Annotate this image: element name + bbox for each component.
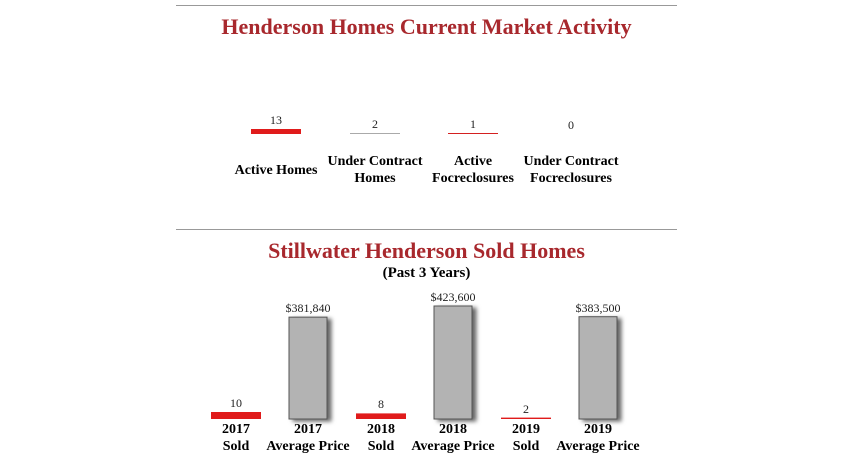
x-year-label: 2018 <box>367 422 395 437</box>
bar <box>251 129 301 134</box>
bar <box>448 133 498 134</box>
category-label: Under Contract Homes <box>327 154 423 186</box>
bar <box>501 417 551 419</box>
x-series-label: Sold <box>512 439 540 454</box>
value-label: 2 <box>372 117 378 131</box>
bar <box>288 316 328 420</box>
x-year-label: 2017 <box>294 422 322 437</box>
bar <box>211 412 261 419</box>
value-label: 2 <box>523 401 529 416</box>
value-label: $383,500 <box>575 300 621 315</box>
x-series-label: Sold <box>367 439 395 454</box>
value-label: $381,840 <box>285 301 331 316</box>
value-label: 13 <box>270 113 282 127</box>
bar <box>350 133 400 134</box>
x-year-label: 2017 <box>222 422 250 437</box>
chart-title: Stillwater Henderson Sold Homes <box>268 238 585 263</box>
bar <box>356 413 406 419</box>
value-label: 10 <box>230 396 242 410</box>
chart-subtitle: (Past 3 Years) <box>382 265 471 281</box>
value-label: 1 <box>470 117 476 131</box>
x-series-label: Average Price <box>266 439 350 454</box>
x-year-label: 2019 <box>584 422 612 437</box>
value-label: $423,600 <box>430 290 476 304</box>
category-label: Under Contract Focreclosures <box>523 154 619 186</box>
value-label: 0 <box>568 118 574 132</box>
category-label: Active Focreclosures <box>432 154 514 186</box>
x-series-label: Average Price <box>556 439 640 454</box>
bar <box>578 316 618 420</box>
x-series-label: Average Price <box>411 439 495 454</box>
category-label: Active Homes <box>234 162 318 178</box>
value-label: 8 <box>378 397 384 412</box>
chart-title: Henderson Homes Current Market Activity <box>221 14 632 39</box>
x-year-label: 2019 <box>512 422 540 437</box>
bar <box>433 305 473 420</box>
x-series-label: Sold <box>222 439 250 454</box>
x-year-label: 2018 <box>439 422 467 437</box>
